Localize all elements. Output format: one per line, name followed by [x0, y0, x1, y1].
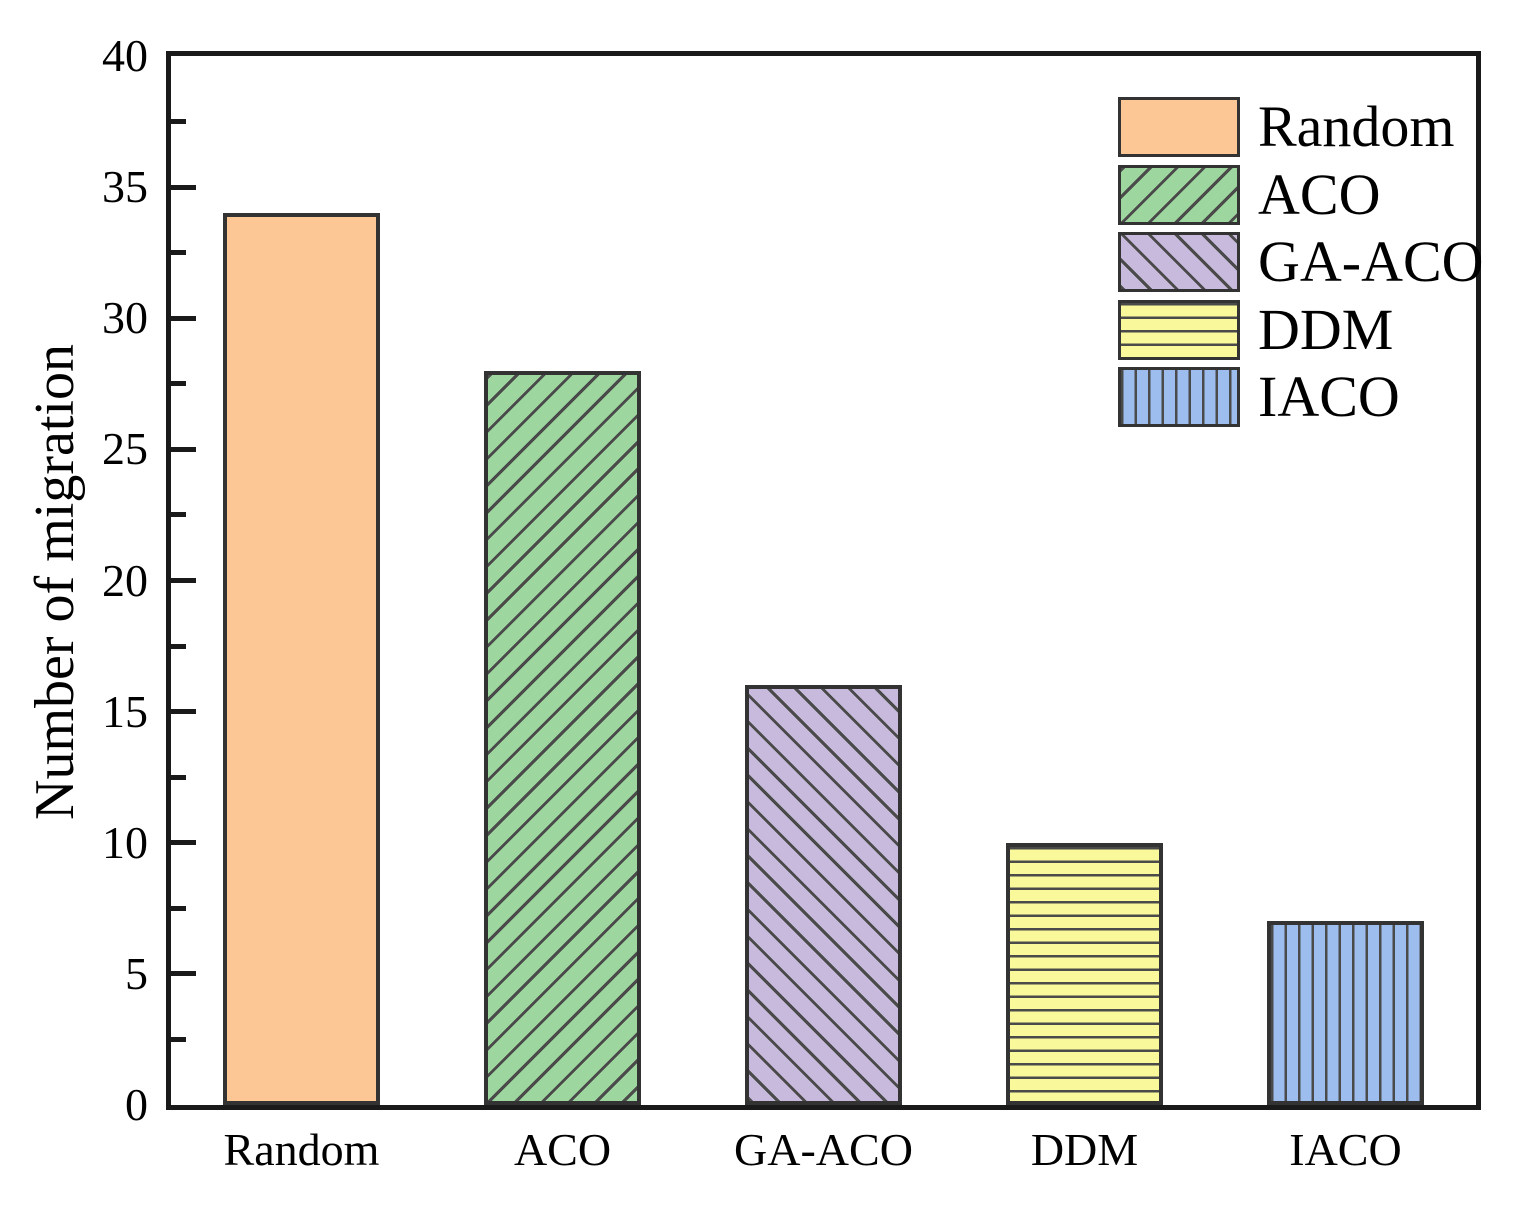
legend-item-iaco: IACO: [1118, 367, 1400, 427]
bar-random: [223, 213, 380, 1105]
y-tick-label: 35: [102, 161, 148, 213]
legend-swatch-ga-aco: [1118, 232, 1240, 292]
bar-aco: [484, 370, 641, 1105]
y-minor-tick: [171, 643, 186, 649]
y-minor-tick: [171, 381, 186, 387]
y-major-tick: [171, 578, 196, 583]
y-major-tick: [171, 184, 196, 190]
bar-ddm: [1006, 842, 1163, 1105]
y-minor-tick: [171, 512, 186, 518]
y-major-tick: [171, 840, 196, 846]
plot-area: [166, 51, 1481, 1110]
legend-item-aco: ACO: [1118, 161, 1381, 227]
x-tick-label-aco: ACO: [513, 1124, 612, 1175]
y-tick-label: 25: [102, 423, 148, 475]
x-tick-label-random: Random: [223, 1124, 380, 1175]
legend-label: Random: [1258, 94, 1455, 159]
legend-item-random: Random: [1118, 97, 1455, 157]
y-tick-label: 5: [125, 947, 148, 999]
y-tick-label: 10: [102, 816, 148, 868]
y-major-tick: [171, 971, 196, 977]
y-minor-tick: [171, 250, 186, 256]
bar-iaco: [1267, 921, 1424, 1105]
y-tick-label: 40: [102, 30, 148, 81]
x-tick-label-ga-aco: GA-ACO: [734, 1124, 913, 1175]
y-minor-tick: [171, 119, 186, 125]
y-major-tick: [171, 446, 196, 452]
legend-item-ga-aco: GA-ACO: [1118, 232, 1484, 292]
legend-swatch-aco: [1118, 164, 1240, 225]
legend-swatch-random: [1118, 97, 1240, 157]
legend-label: GA-ACO: [1258, 229, 1484, 294]
x-tick-label-iaco: IACO: [1289, 1124, 1402, 1175]
y-tick-label: 15: [102, 685, 148, 737]
y-tick-label: 0: [125, 1079, 148, 1130]
y-major-tick: [171, 315, 196, 321]
legend-label: ACO: [1258, 161, 1381, 227]
legend-swatch-iaco: [1118, 367, 1240, 427]
legend-item-ddm: DDM: [1118, 296, 1394, 362]
y-tick-label: 20: [102, 554, 148, 606]
y-minor-tick: [171, 905, 186, 911]
legend-swatch-ddm: [1118, 299, 1240, 360]
x-tick-label-ddm: DDM: [1030, 1124, 1139, 1175]
legend-label: DDM: [1258, 296, 1394, 362]
legend-label: IACO: [1258, 364, 1400, 429]
y-minor-tick: [171, 774, 186, 780]
y-tick-label: 30: [102, 292, 148, 344]
y-major-tick: [171, 709, 196, 715]
bar-ga-aco: [745, 685, 902, 1105]
y-minor-tick: [171, 1036, 186, 1042]
